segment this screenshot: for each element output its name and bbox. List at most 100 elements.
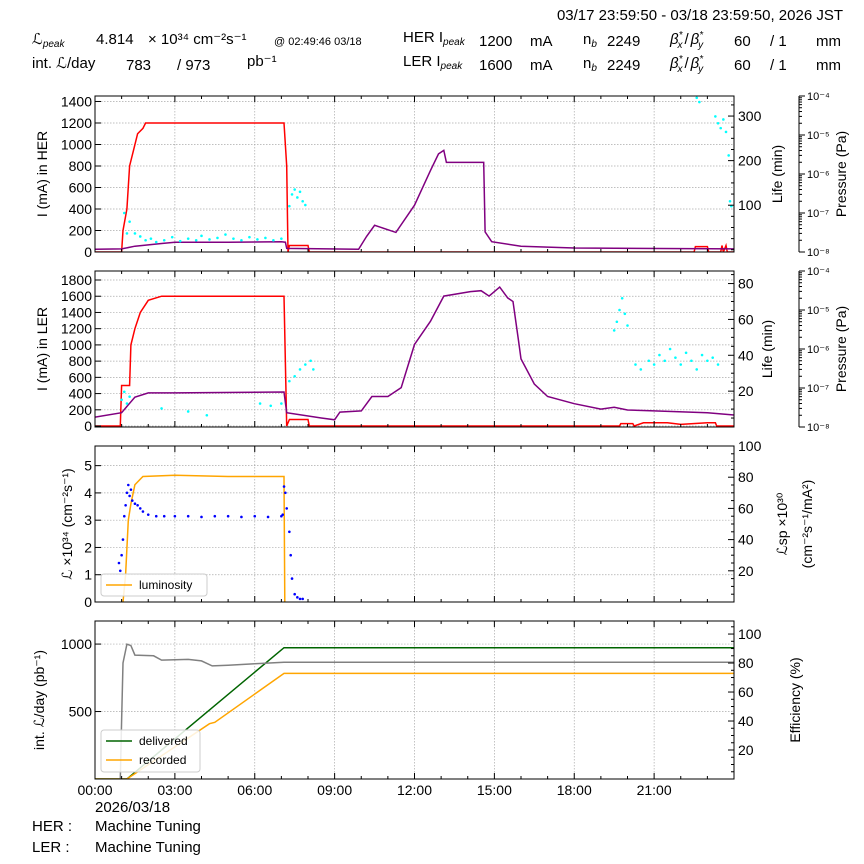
series-pressure-point	[679, 363, 683, 366]
series-specific-luminosity-point	[154, 514, 158, 518]
series-pressure-point	[304, 363, 307, 366]
nb-symbol: n	[583, 31, 591, 48]
pressure-tick-label: 10⁻⁵	[807, 130, 830, 142]
series-pressure-point	[298, 368, 302, 371]
series-pressure-point	[301, 199, 304, 203]
y-tick-label: 1800	[61, 272, 92, 288]
series-specific-luminosity-point	[281, 513, 285, 516]
series-pressure-point	[272, 238, 275, 242]
series-pressure-point	[269, 404, 273, 408]
series-pressure-point	[160, 407, 163, 410]
series-pressure-point	[716, 121, 720, 125]
series-specific-luminosity-point	[288, 530, 291, 534]
series-pressure-point	[144, 238, 147, 242]
x-tick-label: 09:00	[317, 782, 352, 798]
y-tick-label: 200	[69, 402, 93, 418]
series-specific-luminosity-point	[298, 597, 302, 601]
lpeak-time: @ 02:49:46 03/18	[274, 36, 362, 48]
series-specific-luminosity-point	[285, 507, 289, 510]
lpeak-value: 4.814	[96, 31, 134, 48]
panel-her: 0 200 400 600 800 1000 1200 1400 100 200 300 10⁻⁸ 10…	[61, 91, 830, 260]
date-label: 2026/03/18	[95, 799, 170, 816]
series-specific-luminosity-point	[129, 488, 133, 491]
series-specific-luminosity-point	[122, 514, 126, 518]
series-pressure-point	[186, 410, 190, 413]
series-specific-luminosity-point	[240, 515, 243, 519]
y-tick-label: 400	[69, 201, 93, 217]
beta-sym: β	[690, 31, 700, 48]
series-pressure-point	[162, 238, 166, 242]
intl-recorded: 783	[126, 57, 151, 74]
series-specific-luminosity-point	[128, 494, 131, 498]
ler-current-axis-label: I (mA) in LER	[34, 307, 50, 391]
series-pressure-point	[304, 203, 307, 207]
lpeak-sub: peak	[42, 39, 66, 50]
series-pressure-point	[248, 235, 251, 239]
series-pressure-point	[312, 368, 315, 371]
series-pressure-point	[663, 359, 667, 363]
lpeak-unit: × 10³⁴ cm⁻²s⁻¹	[148, 31, 247, 48]
x-tick-label: 15:00	[477, 782, 512, 798]
y-tick-label: 1000	[61, 136, 92, 152]
y-tick-label: 3	[84, 512, 92, 528]
series-specific-luminosity-point	[141, 510, 145, 513]
beta-sym: β	[669, 55, 679, 72]
series-pressure-point	[293, 374, 296, 378]
series-pressure-point	[647, 359, 651, 363]
series-pressure-point	[154, 240, 158, 244]
series-efficiency-line	[119, 643, 734, 779]
series-pressure-point	[700, 353, 704, 357]
ler-status: Machine Tuning	[95, 839, 201, 856]
x-tick-label: 06:00	[237, 782, 272, 798]
ler-beta-y: / 1	[770, 57, 787, 74]
y-tick-label: 1600	[61, 288, 92, 304]
series-specific-luminosity-point	[146, 513, 150, 516]
series-pressure-point	[695, 96, 699, 100]
series-pressure-point	[684, 351, 688, 355]
series-specific-luminosity-point	[133, 502, 137, 506]
series-pressure-point	[626, 324, 629, 327]
lpeak-label: ℒpeak	[32, 31, 65, 50]
y-tick-label: 4	[84, 485, 92, 501]
legend-label-luminosity: luminosity	[139, 578, 192, 592]
y2-tick-label: 80	[738, 469, 754, 485]
y-tick-label: 5	[84, 458, 92, 474]
pressure-tick-label: 10⁻⁴	[807, 266, 830, 278]
series-specific-luminosity-point	[293, 592, 296, 596]
series-specific-luminosity-point	[120, 553, 123, 557]
series-pressure-point	[698, 100, 701, 104]
y2-tick-label: 80	[738, 655, 754, 671]
x-tick-label: 03:00	[157, 782, 192, 798]
pressure-tick-label: 10⁻⁴	[807, 91, 830, 103]
nb-sub: b	[591, 63, 597, 74]
her-beta-x: 60	[734, 33, 751, 50]
series-pressure-point	[149, 237, 153, 240]
y-tick-label: 0	[84, 594, 92, 610]
series-pressure-point	[122, 211, 126, 215]
series-pressure-point	[714, 115, 717, 118]
specific-luminosity-axis-label: ℒsp ×10³⁰	[774, 492, 790, 555]
panel-integrated-luminosity: 00:00 03:00 06:00 09:00 12:00 15:00 18:00 21:00…	[61, 620, 762, 798]
series-pressure-point	[128, 395, 131, 398]
series-pressure-point	[612, 329, 616, 332]
series-pressure-point	[232, 237, 235, 240]
series-specific-luminosity-point	[138, 507, 142, 510]
series-specific-luminosity-point	[200, 515, 203, 519]
ler-nb: 2249	[607, 57, 640, 74]
y-tick-label: 0	[84, 244, 92, 260]
series-pressure-point	[309, 359, 312, 363]
her-beta-label: β* x / β* y	[669, 30, 704, 51]
y2-tick-label: 100	[738, 626, 762, 642]
series-pressure-point	[280, 402, 283, 405]
ler-label: LER I	[403, 53, 441, 70]
series-pressure-point	[293, 188, 296, 191]
series-specific-luminosity-point	[118, 569, 122, 573]
series-pressure-point	[186, 237, 190, 240]
series-pressure-point	[716, 363, 720, 366]
beta-sup: *	[679, 30, 684, 41]
her-pressure-axis-label: Pressure (Pa)	[833, 131, 849, 217]
beta-sub: x	[676, 40, 683, 51]
series-specific-luminosity-point	[282, 485, 286, 488]
series-specific-luminosity-point	[266, 515, 270, 519]
